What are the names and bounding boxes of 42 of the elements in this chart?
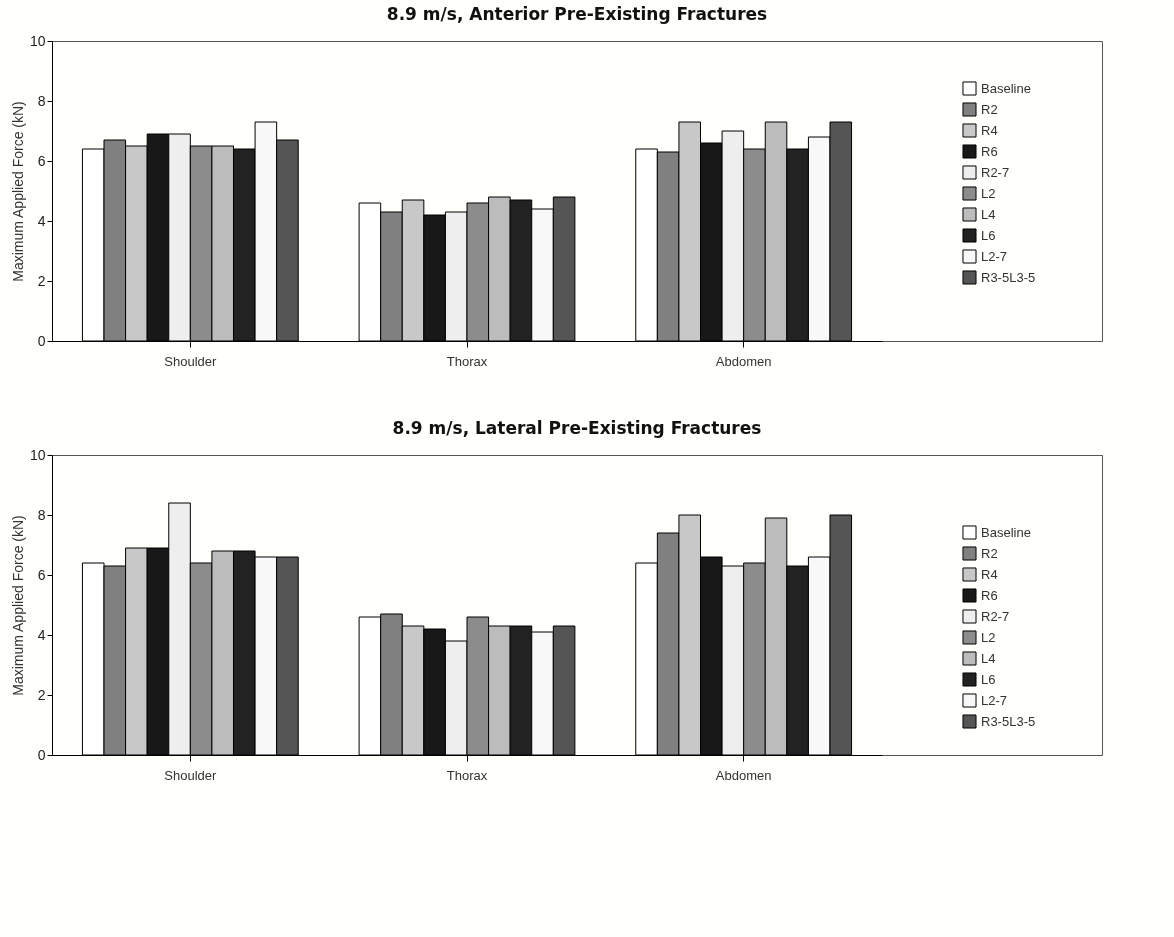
legend-label: R2 [981,545,998,561]
legend-label: L2 [981,185,996,201]
x-tick-label: Abdomen [715,353,772,369]
y-axis-title: Maximum Applied Force (kN) [9,515,26,696]
legend-label: R3-5L3-5 [981,713,1036,729]
legend-label: L4 [981,206,996,222]
legend-label: R2 [981,101,998,117]
legend-label: L4 [981,650,996,666]
y-tick-label: 0 [37,332,46,349]
legend-label: L2-7 [981,248,1008,264]
legend-label: R3-5L3-5 [981,269,1036,285]
y-tick-label: 10 [29,32,46,49]
y-tick-label: 10 [29,446,46,463]
x-tick-label: Thorax [446,353,488,369]
legend-label: R4 [981,122,998,138]
x-tick-label: Shoulder [164,353,218,369]
legend-label: R2-7 [981,164,1010,180]
legend-label: Baseline [981,80,1031,96]
y-tick-label: 2 [37,272,46,289]
legend-label: L2 [981,629,996,645]
y-tick-label: 4 [37,626,46,643]
y-tick-label: 2 [37,686,46,703]
y-tick-label: 0 [37,746,46,763]
y-tick-label: 4 [37,212,46,229]
y-tick-label: 8 [37,506,46,523]
y-tick-label: 6 [37,566,46,583]
legend-label: R4 [981,566,998,582]
y-tick-label: 6 [37,152,46,169]
chart-title: 8.9 m/s, Anterior Pre-Existing Fractures [386,4,768,24]
legend-label: R6 [981,587,998,603]
y-axis-title: Maximum Applied Force (kN) [9,101,26,282]
x-tick-label: Shoulder [164,767,218,783]
x-tick-label: Thorax [446,767,488,783]
legend-label: Baseline [981,524,1031,540]
y-tick-label: 8 [37,92,46,109]
chart-title: 8.9 m/s, Lateral Pre-Existing Fractures [392,418,762,438]
legend-label: R6 [981,143,998,159]
legend-label: L6 [981,227,996,243]
legend-label: R2-7 [981,608,1010,624]
x-tick-label: Abdomen [715,767,772,783]
legend-label: L6 [981,671,996,687]
legend-label: L2-7 [981,692,1008,708]
